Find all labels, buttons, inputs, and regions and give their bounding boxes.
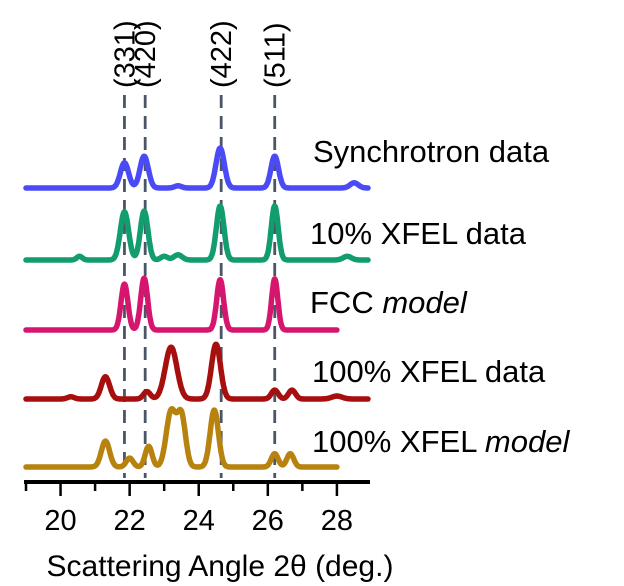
x-tick-label: 22	[114, 505, 146, 537]
x-tick-label: 24	[183, 505, 215, 537]
reflection-label: (511)	[260, 22, 292, 88]
series-label-part: FCC	[310, 285, 382, 320]
series-label: FCC model	[310, 285, 468, 320]
series-label-part: model	[485, 424, 571, 459]
series-label-part: model	[382, 285, 468, 320]
series-label: Synchrotron data	[313, 134, 550, 169]
reflection-labels: (331)(420) (422) (511)	[109, 20, 291, 88]
series-line	[23, 145, 371, 191]
reflection-label: (420)	[130, 20, 162, 88]
reflection-label: (331)	[109, 20, 141, 88]
x-axis: 20 22 24 26 28	[24, 480, 370, 537]
x-axis-label: Scattering Angle 2θ (deg.)	[47, 550, 394, 583]
series-label: 10% XFEL data	[310, 216, 527, 251]
series-line	[23, 341, 371, 402]
reflection-label: (422)	[206, 20, 238, 88]
series-lines	[23, 145, 371, 470]
x-tick-label: 28	[321, 505, 353, 537]
series-line	[23, 275, 340, 333]
series-label-part: 100% XFEL data	[312, 354, 546, 389]
series-label: 100% XFEL model	[312, 424, 570, 459]
series-label: 100% XFEL data	[312, 354, 546, 389]
series-label-part: 100% XFEL	[312, 424, 485, 459]
series-label-part: 10% XFEL data	[310, 216, 527, 251]
series-label-part: Synchrotron data	[313, 134, 550, 169]
x-tick-label: 20	[44, 505, 76, 537]
series-line	[23, 406, 340, 470]
series-line	[23, 203, 371, 263]
x-tick-label: 26	[252, 505, 284, 537]
